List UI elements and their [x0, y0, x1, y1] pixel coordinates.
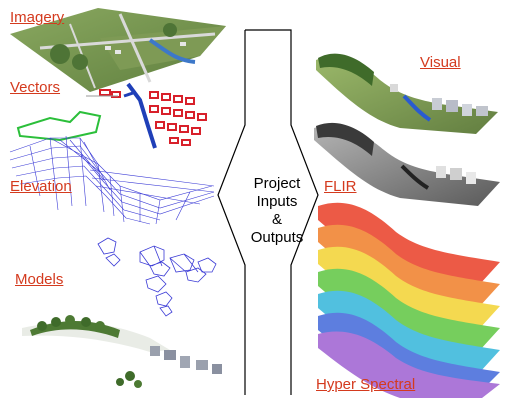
models-wireframe: [97, 237, 217, 317]
center-line-project: Project: [253, 175, 301, 192]
imagery-tile: [10, 8, 226, 92]
flir-tile: [314, 122, 500, 206]
center-line-inputs: Inputs: [256, 193, 298, 210]
visual-tile: [316, 53, 498, 134]
hyperspectral-stack: [318, 202, 500, 398]
models-render: [22, 315, 222, 388]
label-elevation[interactable]: Elevation: [10, 178, 72, 195]
center-line-outputs: Outputs: [250, 229, 304, 246]
label-flir[interactable]: FLIR: [324, 178, 357, 195]
label-visual[interactable]: Visual: [420, 54, 461, 71]
label-vectors[interactable]: Vectors: [10, 79, 61, 96]
label-hyper-spectral[interactable]: Hyper Spectral: [316, 376, 416, 393]
bidirectional-arrow-icon: [217, 29, 319, 395]
center-caption: Project Inputs & Outputs: [228, 175, 326, 247]
center-line-ampersand: &: [271, 211, 282, 228]
label-models[interactable]: Models: [15, 271, 64, 288]
elevation-wireframe: [9, 135, 215, 225]
label-imagery[interactable]: Imagery: [10, 9, 65, 26]
vectors-tile: [16, 82, 207, 149]
